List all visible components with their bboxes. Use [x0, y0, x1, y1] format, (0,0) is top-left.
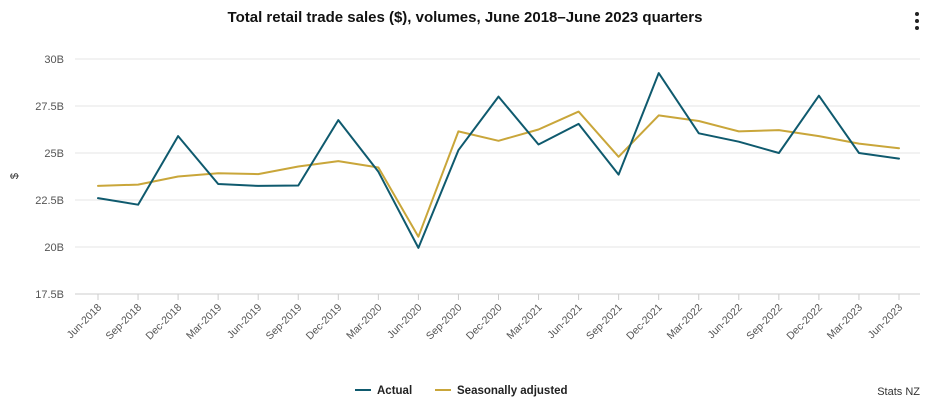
y-tick-label: 17.5B	[35, 289, 64, 301]
x-tick-label: Mar-2023	[825, 302, 865, 342]
x-tick-label: Jun-2021	[545, 302, 585, 342]
y-axis-ticks: 17.5B 20B 22.5B 25B 27.5B 30B	[35, 54, 64, 301]
legend-item-seasonally-adjusted[interactable]: Seasonally adjusted	[435, 385, 568, 397]
x-tick-label: Sep-2019	[264, 302, 305, 343]
x-tick-label: Dec-2018	[144, 302, 185, 343]
x-tick-label: Sep-2020	[424, 302, 465, 343]
x-tick-label: Dec-2022	[784, 302, 825, 343]
series-line-seasonally-adjusted[interactable]	[97, 110, 900, 238]
x-tick-label: Dec-2021	[624, 302, 665, 343]
grid-lines	[75, 58, 920, 248]
series-lines	[97, 72, 900, 249]
chart-menu-button[interactable]	[908, 12, 926, 34]
x-axis-ticks: Jun-2018 Sep-2018 Dec-2018 Mar-2019 Jun-2019…	[65, 294, 906, 343]
y-tick-label: 30B	[44, 54, 64, 66]
x-tick-label: Jun-2019	[225, 302, 265, 342]
legend: Actual Seasonally adjusted	[355, 385, 568, 397]
x-tick-label: Mar-2019	[184, 302, 224, 342]
series-line-actual[interactable]	[97, 72, 900, 249]
x-tick-label: Sep-2021	[584, 302, 625, 343]
x-tick-label: Jun-2018	[65, 302, 105, 342]
legend-item-actual[interactable]: Actual	[355, 385, 412, 397]
x-tick-label: Sep-2018	[103, 302, 144, 343]
x-tick-label: Mar-2022	[665, 302, 705, 342]
x-tick-label: Jun-2023	[866, 302, 906, 342]
x-tick-label: Jun-2020	[385, 302, 425, 342]
y-tick-label: 27.5B	[35, 101, 64, 113]
y-tick-label: 22.5B	[35, 195, 64, 207]
x-tick-label: Jun-2022	[705, 302, 745, 342]
legend-label: Actual	[377, 385, 412, 397]
more-vertical-icon	[908, 12, 926, 30]
x-tick-label: Mar-2020	[344, 302, 384, 342]
y-tick-label: 20B	[44, 242, 64, 254]
x-tick-label: Dec-2020	[464, 302, 505, 343]
legend-label: Seasonally adjusted	[457, 385, 568, 397]
chart-title: Total retail trade sales ($), volumes, J…	[227, 9, 703, 26]
y-axis-label: $	[9, 173, 21, 179]
x-tick-label: Sep-2022	[744, 302, 785, 343]
y-tick-label: 25B	[44, 148, 64, 160]
credits[interactable]: Stats NZ	[877, 386, 920, 398]
x-tick-label: Mar-2021	[504, 302, 544, 342]
x-tick-label: Dec-2019	[304, 302, 345, 343]
